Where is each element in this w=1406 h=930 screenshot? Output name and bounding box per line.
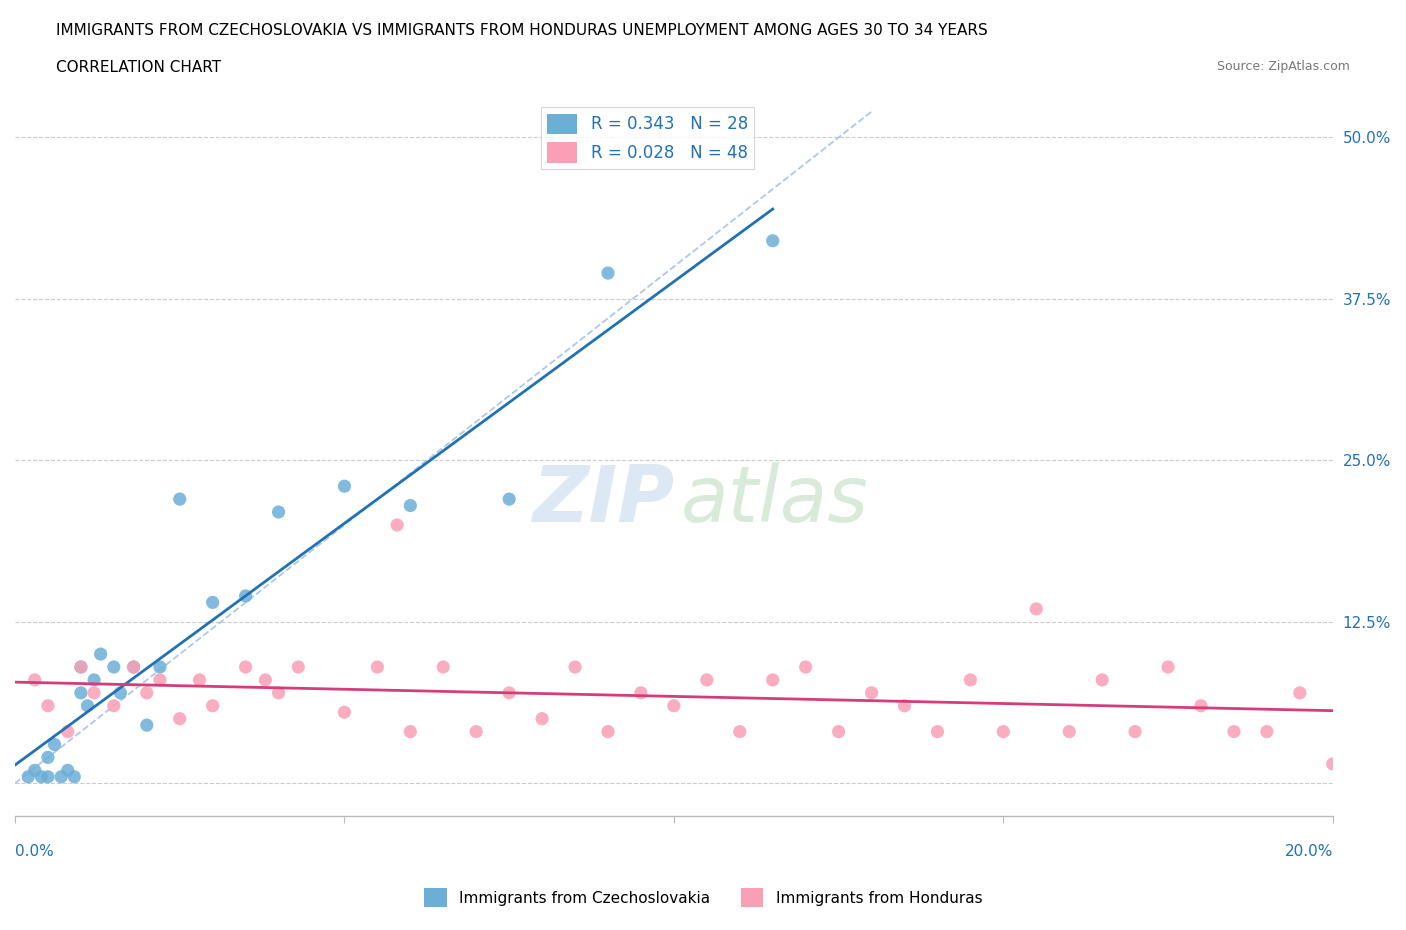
Point: [169, 711, 191, 726]
Point: [630, 685, 652, 700]
Point: [662, 698, 685, 713]
Point: [24, 672, 46, 687]
Point: [70, 659, 93, 674]
Point: [44, 737, 66, 752]
Point: [696, 672, 718, 687]
Text: IMMIGRANTS FROM CZECHOSLOVAKIA VS IMMIGRANTS FROM HONDURAS UNEMPLOYMENT AMONG AG: IMMIGRANTS FROM CZECHOSLOVAKIA VS IMMIGR…: [56, 23, 988, 38]
Point: [56, 724, 79, 739]
Point: [122, 659, 145, 674]
Point: [399, 498, 422, 513]
Point: [267, 505, 290, 520]
Point: [1157, 659, 1180, 674]
Point: [201, 595, 224, 610]
Text: atlas: atlas: [681, 462, 869, 538]
Point: [17, 769, 39, 784]
Point: [90, 646, 112, 661]
Point: [201, 698, 224, 713]
Point: [103, 659, 125, 674]
Legend: Immigrants from Czechoslovakia, Immigrants from Honduras: Immigrants from Czechoslovakia, Immigran…: [418, 883, 988, 913]
Point: [465, 724, 488, 739]
Point: [1256, 724, 1278, 739]
Point: [762, 233, 785, 248]
Point: [63, 769, 86, 784]
Point: [83, 672, 105, 687]
Point: [24, 763, 46, 777]
Point: [893, 698, 915, 713]
Point: [333, 705, 356, 720]
Point: [235, 589, 257, 604]
Point: [399, 724, 422, 739]
Point: [596, 724, 619, 739]
Point: [1288, 685, 1310, 700]
Point: [122, 659, 145, 674]
Text: 0.0%: 0.0%: [15, 844, 53, 859]
Point: [762, 672, 785, 687]
Point: [531, 711, 554, 726]
Point: [235, 659, 257, 674]
Point: [993, 724, 1015, 739]
Point: [498, 492, 520, 507]
Point: [267, 685, 290, 700]
Point: [76, 698, 98, 713]
Point: [728, 724, 751, 739]
Point: [927, 724, 949, 739]
Point: [56, 763, 79, 777]
Point: [103, 698, 125, 713]
Point: [1223, 724, 1246, 739]
Point: [254, 672, 277, 687]
Point: [135, 685, 157, 700]
Point: [564, 659, 586, 674]
Text: ZIP: ZIP: [531, 462, 673, 538]
Text: CORRELATION CHART: CORRELATION CHART: [56, 60, 221, 75]
Point: [860, 685, 883, 700]
Point: [287, 659, 309, 674]
Text: 20.0%: 20.0%: [1285, 844, 1333, 859]
Point: [37, 698, 59, 713]
Point: [1322, 756, 1344, 771]
Point: [596, 266, 619, 281]
Point: [1025, 602, 1047, 617]
Point: [432, 659, 454, 674]
Point: [49, 769, 72, 784]
Point: [1091, 672, 1114, 687]
Point: [1123, 724, 1146, 739]
Point: [498, 685, 520, 700]
Point: [135, 718, 157, 733]
Point: [37, 769, 59, 784]
Point: [959, 672, 981, 687]
Point: [169, 492, 191, 507]
Point: [149, 672, 172, 687]
Text: Source: ZipAtlas.com: Source: ZipAtlas.com: [1216, 60, 1350, 73]
Point: [110, 685, 132, 700]
Point: [794, 659, 817, 674]
Point: [149, 659, 172, 674]
Point: [1057, 724, 1080, 739]
Point: [70, 685, 93, 700]
Point: [188, 672, 211, 687]
Point: [37, 750, 59, 764]
Point: [83, 685, 105, 700]
Point: [333, 479, 356, 494]
Point: [385, 517, 408, 532]
Point: [1189, 698, 1212, 713]
Legend: R = 0.343   N = 28, R = 0.028   N = 48: R = 0.343 N = 28, R = 0.028 N = 48: [540, 107, 755, 169]
Point: [366, 659, 388, 674]
Point: [70, 659, 93, 674]
Point: [827, 724, 849, 739]
Point: [30, 769, 52, 784]
